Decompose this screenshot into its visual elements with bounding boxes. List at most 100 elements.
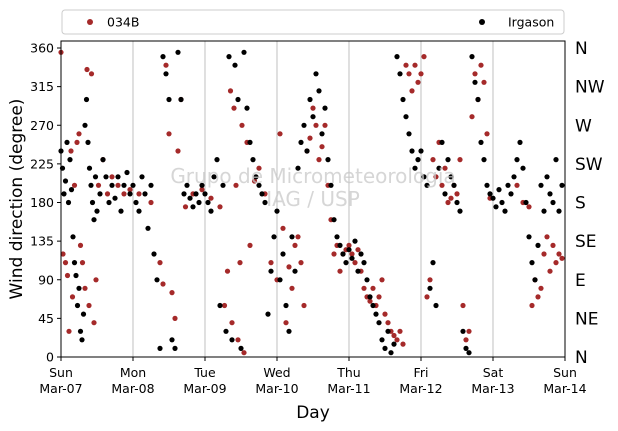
data-point-034b — [64, 272, 71, 279]
data-point-034b — [316, 157, 322, 163]
data-point-irgason — [301, 122, 307, 128]
data-point-034b — [163, 62, 169, 68]
data-point-irgason — [268, 268, 274, 274]
data-point-034b — [82, 285, 88, 291]
data-point-irgason — [199, 182, 205, 188]
data-point-034b — [66, 328, 72, 334]
data-point-irgason — [70, 234, 76, 240]
data-point-034b — [121, 191, 127, 197]
data-point-irgason — [559, 182, 565, 188]
y-tick-label: 0 — [46, 350, 54, 365]
data-point-irgason — [313, 71, 319, 77]
data-point-irgason — [235, 96, 241, 103]
legend-box — [61, 9, 565, 35]
data-point-irgason — [394, 54, 400, 60]
data-point-irgason — [160, 54, 166, 60]
data-point-irgason — [71, 260, 78, 266]
data-point-034b — [69, 294, 76, 300]
data-point-034b — [526, 204, 532, 210]
data-point-irgason — [436, 165, 442, 171]
data-point-034b — [127, 187, 133, 193]
data-point-irgason — [289, 234, 295, 240]
data-point-irgason — [409, 148, 415, 154]
x-axis-ticks: SunMar-07MonMar-08TueMar-09WedMar-10ThuM… — [39, 357, 587, 396]
data-point-irgason — [517, 139, 523, 145]
data-point-034b — [74, 139, 80, 145]
data-point-irgason — [89, 199, 96, 206]
data-point-034b — [227, 88, 234, 94]
y-tick-label: 45 — [38, 311, 54, 326]
data-point-034b — [457, 157, 463, 163]
data-point-irgason — [112, 195, 118, 201]
data-point-034b — [403, 62, 409, 68]
data-point-034b — [379, 277, 385, 283]
data-point-irgason — [376, 320, 382, 326]
data-point-irgason — [310, 114, 316, 120]
data-point-034b — [466, 328, 472, 334]
data-point-irgason — [286, 328, 292, 334]
data-point-034b — [169, 290, 175, 296]
x-tick-label-date: Mar-10 — [255, 381, 298, 396]
data-point-034b — [454, 191, 460, 197]
data-point-irgason — [61, 191, 67, 197]
data-point-irgason — [88, 182, 94, 188]
data-point-irgason — [68, 187, 75, 193]
data-point-034b — [394, 337, 400, 343]
data-point-034b — [231, 105, 237, 111]
y-tick-label: 180 — [30, 195, 54, 210]
data-point-irgason — [154, 277, 160, 283]
data-point-034b — [148, 199, 154, 206]
x-tick-label-date: Mar-07 — [39, 381, 82, 396]
data-point-irgason — [241, 49, 247, 55]
data-point-irgason — [496, 187, 502, 193]
data-point-irgason — [454, 199, 460, 206]
data-point-034b — [424, 294, 430, 300]
y-tick-label: 270 — [30, 118, 54, 133]
y-axis-title: Wind direction (degree) — [7, 99, 27, 300]
data-point-irgason — [103, 174, 109, 180]
data-point-irgason — [370, 302, 376, 309]
data-point-034b — [307, 135, 313, 141]
data-point-irgason — [265, 311, 271, 317]
data-point-irgason — [406, 131, 412, 137]
data-point-irgason — [109, 182, 115, 188]
data-point-034b — [427, 277, 433, 283]
data-point-irgason — [76, 285, 82, 291]
data-point-irgason — [535, 242, 541, 248]
data-point-irgason — [166, 96, 172, 103]
data-point-irgason — [325, 157, 331, 163]
data-point-034b — [529, 302, 535, 309]
data-point-034b — [79, 260, 86, 266]
data-point-034b — [68, 148, 74, 154]
data-point-irgason — [502, 208, 508, 214]
data-point-irgason — [514, 157, 520, 163]
data-point-irgason — [247, 139, 253, 145]
data-point-034b — [86, 302, 92, 309]
data-point-034b — [382, 311, 388, 317]
data-point-034b — [208, 195, 214, 201]
data-point-irgason — [106, 199, 112, 206]
data-point-irgason — [92, 174, 99, 180]
x-tick-label-weekday: Sun — [553, 365, 577, 380]
data-point-irgason — [475, 96, 481, 103]
data-point-irgason — [526, 234, 532, 240]
data-point-034b — [370, 285, 376, 291]
data-point-irgason — [80, 311, 87, 317]
compass-labels: N NE E SE S SW W NW N — [575, 39, 605, 368]
data-point-irgason — [229, 337, 235, 343]
y-tick-label: 360 — [30, 41, 54, 56]
data-point-irgason — [238, 345, 244, 351]
data-point-034b — [157, 260, 163, 266]
data-point-irgason — [391, 341, 397, 347]
data-point-irgason — [319, 131, 325, 137]
x-tick-label-weekday: Thu — [336, 365, 360, 380]
data-point-034b — [224, 268, 231, 274]
data-point-034b — [355, 247, 361, 253]
data-point-irgason — [274, 208, 280, 214]
data-point-034b — [346, 242, 352, 248]
data-point-034b — [229, 320, 235, 326]
data-point-034b — [406, 71, 412, 77]
data-point-irgason — [346, 247, 352, 253]
data-point-irgason — [196, 199, 202, 206]
